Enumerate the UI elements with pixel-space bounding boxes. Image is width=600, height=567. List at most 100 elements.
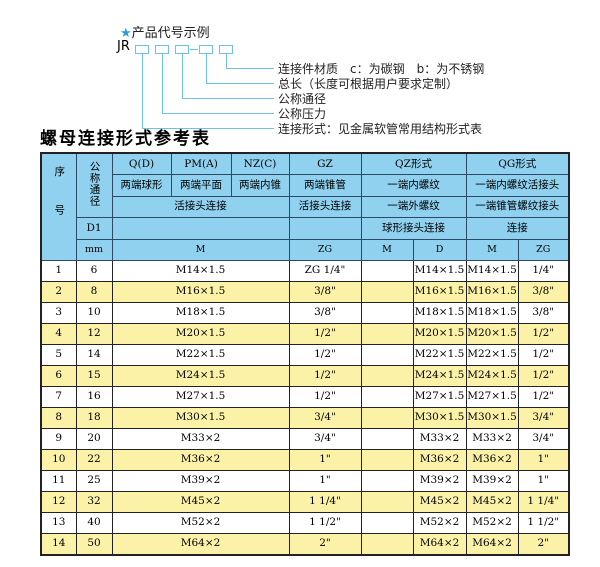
cell-qg-zg: 1/2"	[517, 364, 570, 387]
cell-qz-d: M39×2	[412, 469, 467, 492]
cell-zg: 3/8"	[288, 280, 362, 303]
header-gz: GZ	[288, 152, 362, 176]
cell-seq: 12	[40, 490, 77, 513]
label-material: 连接件材质 c：为碳钢 b：为不锈钢	[278, 62, 485, 76]
cell-zg: ZG 1/4"	[288, 259, 362, 282]
label-diameter: 公称通径	[278, 92, 327, 106]
cell-m: M45×2	[111, 490, 290, 513]
cell-dn: 20	[75, 427, 113, 450]
cell-dn: 16	[75, 385, 113, 408]
header-qg-zg: ZG	[517, 238, 570, 261]
cell-dn: 40	[75, 511, 113, 534]
cell-dn: 10	[75, 301, 113, 324]
cell-qg-m: M14×1.5	[465, 259, 519, 282]
cell-zg: 1"	[288, 469, 362, 492]
header-qz-m: M	[360, 238, 414, 261]
table-row: 2 8 M16×1.5 3/8" M16×1.5 M16×1.5 3/8"	[40, 280, 570, 303]
header-qg: QG形式	[465, 152, 570, 176]
header-mm: mm	[75, 238, 113, 261]
cell-m: M18×1.5	[111, 301, 290, 324]
cell-dn: 18	[75, 406, 113, 429]
cell-qz-m	[360, 427, 414, 450]
cell-m: M22×1.5	[111, 343, 290, 366]
cell-qz-d: M22×1.5	[412, 343, 467, 366]
cell-zg: 1/2"	[288, 364, 362, 387]
cell-qg-m: M52×2	[465, 511, 519, 534]
cell-qg-m: M64×2	[465, 532, 519, 556]
cell-qz-m	[360, 322, 414, 345]
cell-seq: 6	[40, 364, 77, 387]
cell-qg-zg: 1 1/4"	[517, 490, 570, 513]
cell-qg-m: M27×1.5	[465, 385, 519, 408]
cell-zg: 3/4"	[288, 427, 362, 450]
cell-m: M64×2	[111, 532, 290, 556]
connector-line	[226, 54, 227, 69]
header-seq-text: 序号	[53, 166, 66, 244]
table-title: 螺母连接形式参考表	[40, 129, 211, 149]
cell-zg: 1 1/2"	[288, 511, 362, 534]
header-q: Q(D)	[111, 152, 172, 176]
header-zg: ZG	[288, 238, 362, 261]
cell-qz-d: M27×1.5	[412, 385, 467, 408]
cell-qg-zg: 3/4"	[517, 427, 570, 450]
connector-line	[182, 98, 274, 99]
code-box	[175, 45, 189, 54]
cell-qg-zg: 1/4"	[517, 259, 570, 282]
cell-qz-d: M30×1.5	[412, 406, 467, 429]
cell-qz-m	[360, 364, 414, 387]
cell-dn: 8	[75, 280, 113, 303]
cell-qz-d: M52×2	[412, 511, 467, 534]
cell-qz-m	[360, 532, 414, 556]
nut-connection-table: 序号 公称通径 Q(D) PM(A) NZ(C) GZ QZ形式 QG形式 两端…	[40, 152, 570, 556]
cell-m: M52×2	[111, 511, 290, 534]
header-pm-desc: 两端平面	[170, 174, 232, 197]
header-qz-d: D	[412, 238, 467, 261]
table-row: 14 50 M64×2 2" M64×2 M64×2 2"	[40, 532, 570, 556]
header-dn: 公称通径	[75, 152, 113, 219]
cell-m: M39×2	[111, 469, 290, 492]
label-pressure: 公称压力	[278, 107, 327, 121]
cell-qz-m	[360, 301, 414, 324]
cell-seq: 5	[40, 343, 77, 366]
cell-qz-m	[360, 385, 414, 408]
cell-dn: 15	[75, 364, 113, 387]
header-pm: PM(A)	[170, 152, 232, 176]
connector-line	[162, 113, 274, 114]
header-qz-desc: 一端内螺纹	[360, 174, 467, 197]
cell-m: M14×1.5	[111, 259, 290, 282]
cell-dn: 22	[75, 448, 113, 471]
cell-m: M36×2	[111, 448, 290, 471]
code-box	[155, 45, 169, 54]
cell-m: M24×1.5	[111, 364, 290, 387]
connector-line	[206, 54, 207, 84]
connector-line	[162, 54, 163, 114]
cell-qg-m: M18×1.5	[465, 301, 519, 324]
cell-qg-zg: 1 1/2"	[517, 511, 570, 534]
connector-line	[182, 54, 183, 99]
cell-seq: 13	[40, 511, 77, 534]
code-box	[135, 45, 149, 54]
table-row: 12 32 M45×2 1 1/4" M45×2 M45×2 1 1/4"	[40, 490, 570, 513]
cell-seq: 1	[40, 259, 77, 282]
label-length: 总长（长度可根据用户要求定制）	[278, 77, 459, 91]
cell-qg-zg: 1/2"	[517, 343, 570, 366]
header-empty	[111, 217, 290, 240]
cell-qg-m: M24×1.5	[465, 364, 519, 387]
cell-qg-m: M22×1.5	[465, 343, 519, 366]
header-m: M	[111, 238, 290, 261]
cell-qg-m: M20×1.5	[465, 322, 519, 345]
cell-qz-m	[360, 469, 414, 492]
header-gz-desc: 两端锥管	[288, 174, 362, 197]
cell-dn: 50	[75, 532, 113, 556]
cell-seq: 11	[40, 469, 77, 492]
table-row: 7 16 M27×1.5 1/2" M27×1.5 M27×1.5 1/2"	[40, 385, 570, 408]
label-connection: 连接形式：见金属软管常用结构形式表	[278, 122, 483, 136]
cell-seq: 2	[40, 280, 77, 303]
cell-seq: 7	[40, 385, 77, 408]
cell-qg-zg: 3/8"	[517, 301, 570, 324]
cell-zg: 2"	[288, 532, 362, 556]
table-row: 10 22 M36×2 1" M36×2 M36×2 1"	[40, 448, 570, 471]
header-nz: NZ(C)	[230, 152, 290, 176]
table-body: 1 6 M14×1.5 ZG 1/4" M14×1.5 M14×1.5 1/4" 2 8 M16×…	[40, 259, 570, 556]
header-gz-connection: 活接头连接	[288, 195, 362, 219]
